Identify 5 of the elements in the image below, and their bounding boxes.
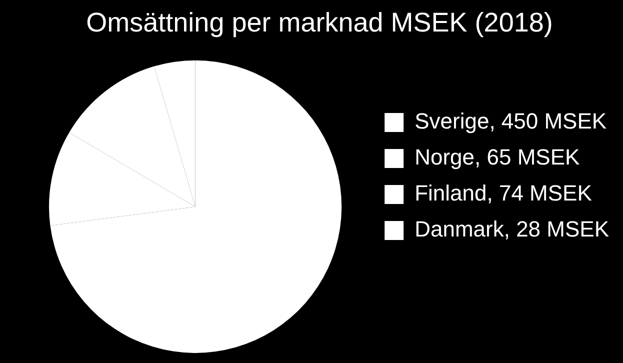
chart-title: Omsättning per marknad MSEK (2018)	[86, 8, 553, 38]
legend-label: Finland, 74 MSEK	[414, 180, 592, 206]
legend-label: Sverige, 450 MSEK	[414, 108, 607, 134]
legend-label: Danmark, 28 MSEK	[414, 216, 610, 242]
legend-label: Norge, 65 MSEK	[414, 144, 580, 170]
